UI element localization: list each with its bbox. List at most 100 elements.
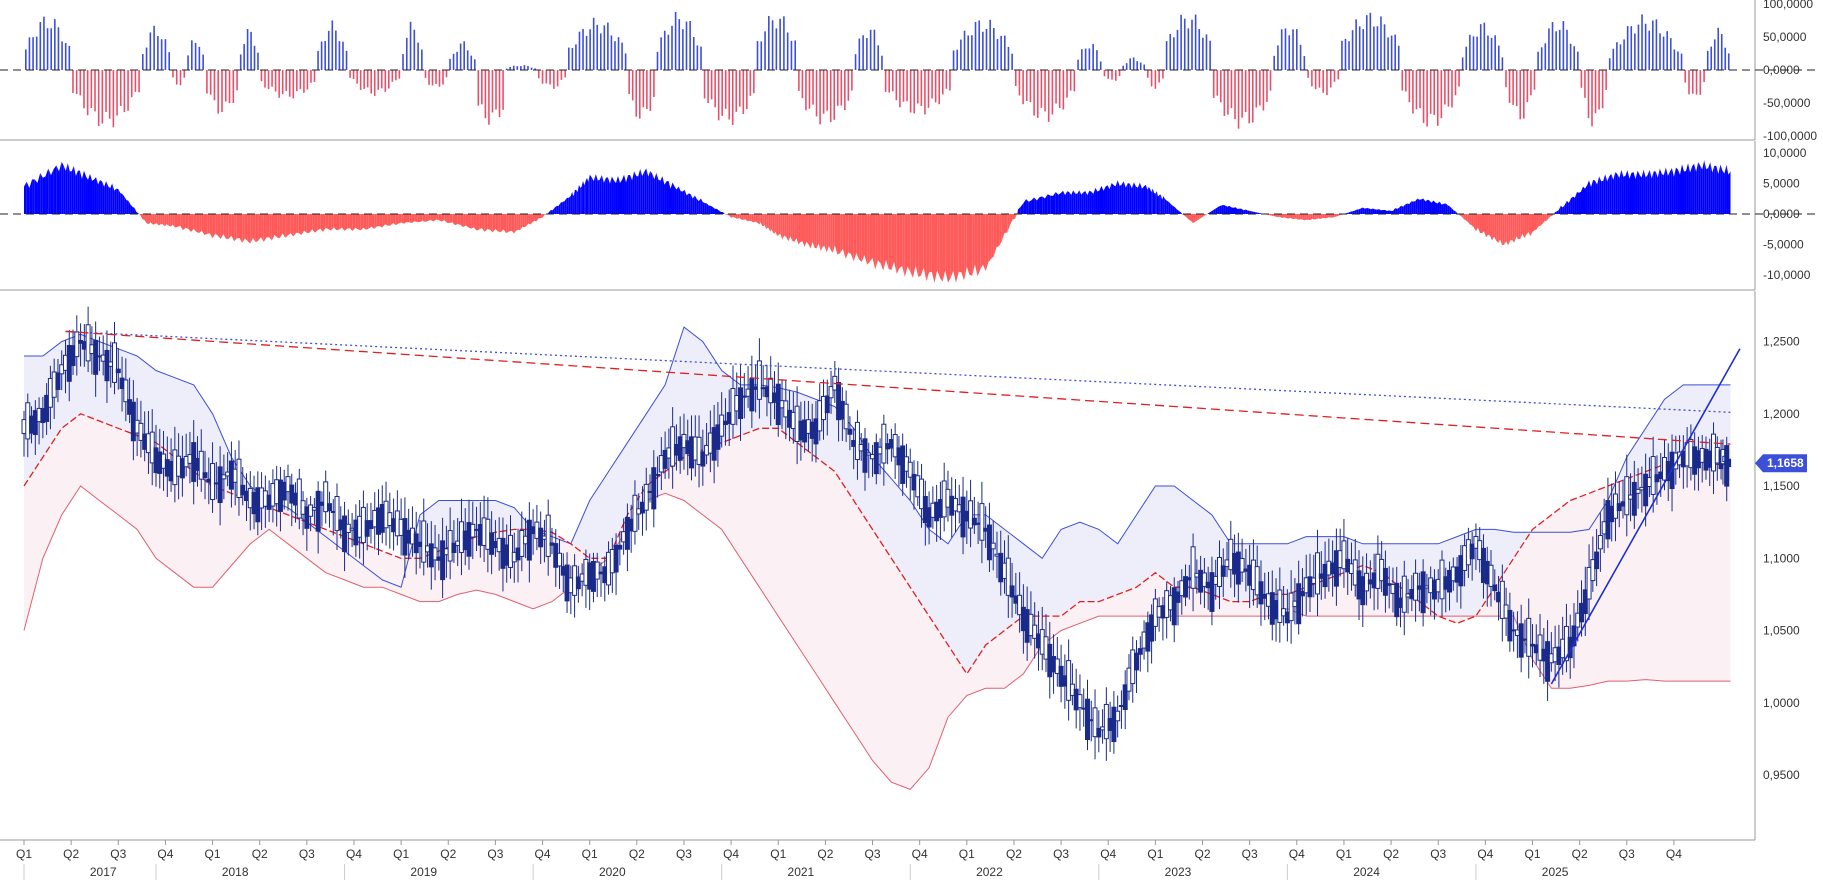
price-y-tick: 1,2000 — [1763, 407, 1800, 421]
middle-area-segment — [743, 213, 746, 220]
middle-area-segment — [1087, 190, 1090, 214]
middle-area-segment — [660, 176, 663, 214]
middle-area-segment — [1176, 209, 1179, 214]
middle-area-segment — [506, 213, 509, 234]
middle-area-segment — [1481, 213, 1485, 234]
middle-area-segment — [1061, 190, 1064, 214]
middle-area-segment — [1451, 208, 1454, 214]
middle-area-segment — [966, 213, 970, 275]
middle-area-segment — [877, 213, 881, 264]
middle-area-segment — [128, 200, 131, 214]
middle-area-segment — [312, 213, 315, 233]
trendline-solid — [1550, 348, 1741, 685]
candle-body — [1137, 648, 1143, 655]
middle-area-segment — [770, 213, 772, 232]
middle-area-segment — [772, 213, 775, 234]
candle-body — [847, 428, 853, 435]
middle-area-segment — [1290, 213, 1293, 219]
middle-area-segment — [1465, 213, 1468, 223]
middle-area-segment — [162, 213, 165, 227]
middle-area-segment — [626, 175, 629, 214]
middle-area-segment — [1151, 188, 1153, 214]
middle-area-segment — [775, 213, 777, 236]
middle-area-segment — [931, 213, 935, 283]
middle-area-segment — [1453, 210, 1456, 214]
middle-area-segment — [191, 213, 194, 232]
middle-area-segment — [786, 213, 789, 242]
middle-area-segment — [1504, 213, 1507, 245]
middle-area-segment — [856, 213, 860, 260]
middle-area-segment — [1352, 210, 1355, 214]
middle-area-segment — [869, 213, 873, 262]
middle-area-segment — [514, 213, 517, 234]
middle-area-segment — [1441, 203, 1444, 214]
middle-area-segment — [640, 168, 643, 214]
middle-area-segment — [1251, 211, 1254, 214]
middle-area-segment — [465, 213, 469, 228]
middle-area-segment — [1023, 199, 1027, 214]
middle-area-segment — [1081, 192, 1084, 214]
middle-area-segment — [918, 213, 922, 278]
middle-area-segment — [1512, 213, 1515, 243]
middle-area-segment — [231, 213, 235, 242]
middle-area-segment — [1578, 191, 1581, 214]
x-tick-label: Q4 — [723, 847, 739, 861]
middle-area-segment — [915, 213, 919, 278]
middle-area-segment — [686, 193, 689, 214]
middle-area-segment — [840, 213, 843, 253]
middle-area-segment — [1243, 209, 1246, 214]
middle-area-segment — [1020, 203, 1024, 214]
middle-area-segment — [1409, 201, 1412, 214]
middle-area-segment — [1425, 199, 1428, 214]
middle-area-segment — [988, 213, 992, 263]
candle-body — [1017, 594, 1023, 616]
middle-area-segment — [446, 213, 450, 223]
middle-area-segment — [1718, 164, 1721, 214]
candle-body — [296, 478, 302, 519]
middle-area-segment — [100, 180, 103, 214]
middle-area-segment — [1322, 213, 1325, 219]
middle-area-segment — [554, 206, 557, 214]
middle-area-segment — [199, 213, 202, 234]
middle-area-segment — [1667, 171, 1670, 214]
middle-area-segment — [1706, 167, 1709, 214]
middle-area-segment — [1403, 204, 1406, 214]
middle-area-segment — [672, 182, 675, 214]
middle-area-segment — [1215, 207, 1218, 214]
middle-area-segment — [463, 213, 466, 228]
middle-area-segment — [414, 213, 418, 223]
middle-area-segment — [140, 213, 143, 220]
candle-body — [919, 478, 925, 510]
middle-area-segment — [1538, 213, 1541, 227]
middle-area-segment — [1039, 196, 1043, 214]
middle-area-segment — [411, 213, 415, 224]
middle-area-segment — [570, 191, 573, 214]
candle-body — [1183, 576, 1189, 598]
middle-area-segment — [609, 176, 612, 214]
x-tick-label: Q2 — [252, 847, 268, 861]
middle-area-segment — [540, 213, 543, 219]
middle-area-segment — [1583, 186, 1586, 214]
middle-area-segment — [1591, 179, 1594, 214]
middle-area-segment — [1213, 208, 1216, 214]
middle-area-segment — [763, 213, 765, 227]
middle-area-segment — [89, 173, 93, 214]
middle-area-segment — [226, 213, 229, 239]
middle-area-segment — [1576, 192, 1579, 214]
middle-area-segment — [366, 213, 369, 230]
middle-area-segment — [282, 213, 286, 238]
middle-area-segment — [146, 213, 149, 225]
middle-area-segment — [374, 213, 377, 229]
middle-area-segment — [1158, 194, 1160, 214]
middle-area-segment — [826, 213, 829, 253]
middle-area-segment — [1115, 180, 1118, 214]
middle-area-segment — [1148, 186, 1150, 214]
middle-area-segment — [798, 213, 801, 245]
middle-area-segment — [56, 165, 60, 214]
middle-area-segment — [619, 179, 623, 214]
middle-area-segment — [1520, 213, 1523, 239]
middle-area-segment — [574, 189, 577, 214]
middle-area-segment — [1587, 180, 1590, 214]
middle-area-segment — [1079, 190, 1082, 214]
middle-area-segment — [468, 213, 472, 229]
